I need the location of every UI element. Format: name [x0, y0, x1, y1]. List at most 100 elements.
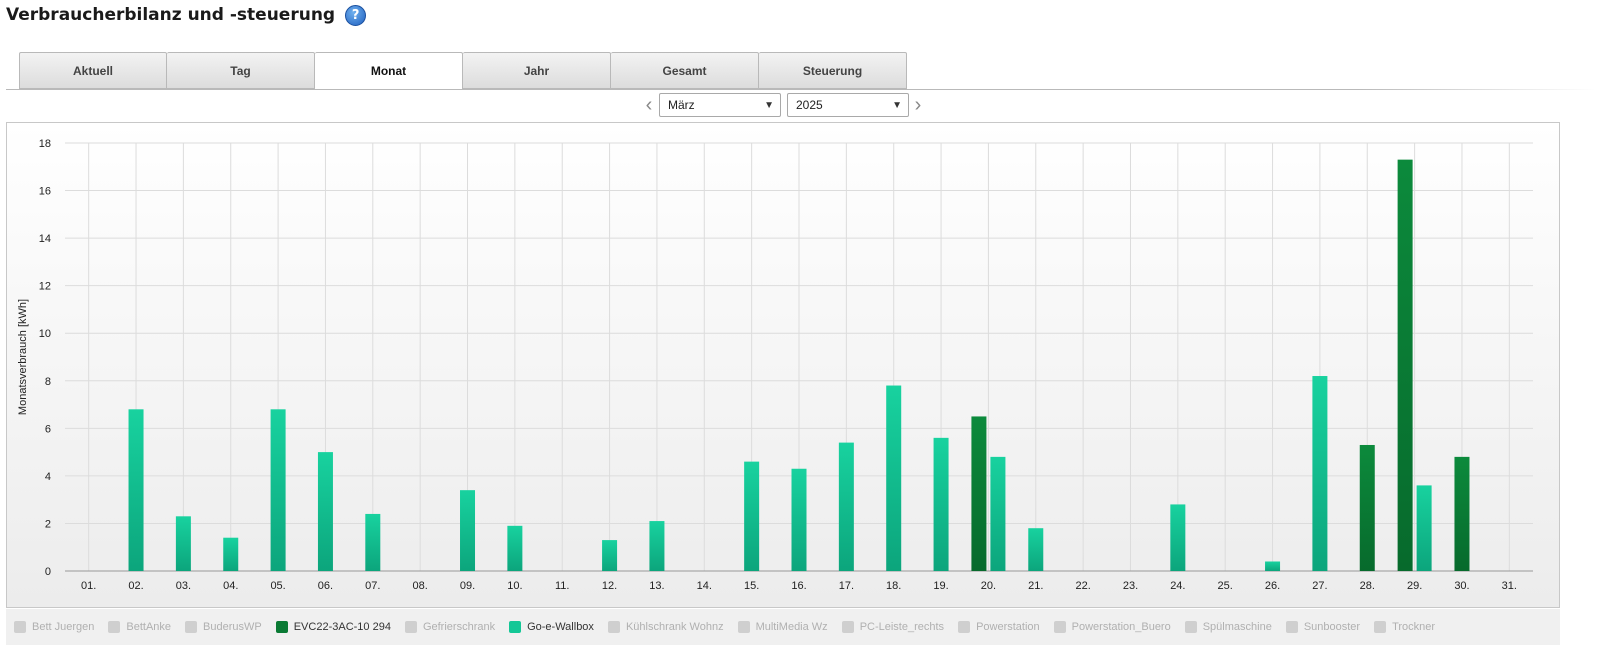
legend-item[interactable]: Kühlschrank Wohnz — [607, 621, 724, 633]
y-tick-label: 18 — [39, 138, 51, 150]
y-axis-label: Monatsverbrauch [kWh] — [17, 299, 29, 415]
tab-monat[interactable]: Monat — [315, 52, 463, 90]
legend-label: Powerstation_Buero — [1071, 621, 1171, 633]
chevron-right-icon[interactable]: › — [914, 93, 922, 116]
y-tick-label: 16 — [39, 186, 51, 198]
legend-item[interactable]: EVC22-3AC-10 294 — [275, 621, 391, 633]
legend-swatch — [275, 621, 288, 633]
legend-label: Spülmaschine — [1202, 621, 1272, 633]
chart-legend: Bett Juergen BettAnke BuderusWP EVC22-3AC-1… — [6, 609, 1560, 645]
tab-underline — [6, 89, 1596, 90]
legend-swatch — [958, 621, 971, 633]
x-tick-label: 08. — [413, 580, 428, 592]
legend-item[interactable]: PC-Leiste_rechts — [841, 621, 945, 633]
bar-go-e-wallbox-day-19 — [933, 437, 949, 571]
bar-go-e-wallbox-day-18 — [886, 385, 902, 571]
legend-swatch — [509, 621, 522, 633]
x-tick-label: 29. — [1407, 580, 1422, 592]
bar-go-e-wallbox-day-26 — [1265, 561, 1281, 571]
x-tick-label: 14. — [697, 580, 712, 592]
y-tick-label: 0 — [45, 566, 51, 578]
legend-item[interactable]: Spülmaschine — [1184, 621, 1272, 633]
legend-item[interactable]: Go-e-Wallbox — [509, 621, 594, 633]
legend-label: Gefrierschrank — [422, 621, 496, 633]
legend-swatch — [185, 621, 198, 633]
bar-go-e-wallbox-day-20 — [990, 456, 1006, 571]
x-tick-label: 01. — [81, 580, 96, 592]
legend-swatch — [404, 621, 417, 633]
x-tick-label: 23. — [1123, 580, 1138, 592]
x-tick-label: 09. — [460, 580, 475, 592]
bar-go-e-wallbox-day-15 — [744, 461, 760, 571]
x-tick-label: 24. — [1170, 580, 1185, 592]
bar-go-e-wallbox-day-4 — [223, 537, 239, 571]
help-question-icon[interactable]: ? — [345, 4, 367, 26]
chevron-down-icon: ▼ — [892, 99, 902, 111]
bar-go-e-wallbox-day-6 — [317, 452, 333, 571]
x-tick-label: 11. — [555, 580, 569, 592]
chart-panel: 0 2 4 6 8 10 12 14 16 18 01. 02. 03. 04. 05. 06. 07. 08. 0… — [6, 122, 1560, 608]
y-tick-label: 4 — [45, 471, 51, 483]
legend-label: MultiMedia Wz — [755, 621, 828, 633]
legend-label: PC-Leiste_rechts — [859, 621, 945, 633]
legend-item[interactable]: Powerstation — [958, 621, 1040, 633]
legend-item[interactable]: Trockner — [1374, 621, 1435, 633]
year-select[interactable]: 2025 ▼ — [787, 93, 909, 117]
legend-swatch — [108, 621, 121, 633]
month-select[interactable]: März ▼ — [659, 93, 781, 117]
tab-tag[interactable]: Tag — [167, 52, 315, 89]
page-header: Verbraucherbilanz und -steuerung ? — [6, 2, 367, 28]
legend-item[interactable]: BuderusWP — [185, 621, 262, 633]
x-tick-label: 07. — [365, 580, 380, 592]
bar-go-e-wallbox-day-16 — [791, 468, 807, 571]
period-navigation: ‹ März ▼ 2025 ▼ › — [640, 93, 927, 117]
x-tick-label: 21. — [1028, 580, 1043, 592]
tab-jahr[interactable]: Jahr — [463, 52, 611, 89]
x-tick-label: 10. — [507, 580, 522, 592]
bar-go-e-wallbox-day-27 — [1312, 376, 1328, 571]
x-tick-label: 12. — [602, 580, 617, 592]
chevron-left-icon[interactable]: ‹ — [645, 93, 653, 116]
tab-gesamt[interactable]: Gesamt — [611, 52, 759, 89]
legend-swatch — [1053, 621, 1066, 633]
legend-label: BettAnke — [126, 621, 172, 633]
legend-item[interactable]: Gefrierschrank — [404, 621, 496, 633]
legend-item[interactable]: Bett Juergen — [14, 621, 94, 633]
x-tick-label: 30. — [1454, 580, 1469, 592]
legend-label: Powerstation — [976, 621, 1040, 633]
x-tick-label: 03. — [176, 580, 191, 592]
y-tick-label: 2 — [45, 518, 51, 530]
legend-item[interactable]: BettAnke — [108, 621, 171, 633]
bar-go-e-wallbox-day-13 — [649, 521, 665, 571]
bar-evc22-day-30 — [1454, 456, 1470, 571]
legend-label: BuderusWP — [203, 621, 262, 633]
x-tick-label: 19. — [933, 580, 948, 592]
x-tick-label: 13. — [649, 580, 664, 592]
bar-go-e-wallbox-day-9 — [460, 490, 476, 571]
y-tick-label: 8 — [45, 376, 51, 388]
tab-steuerung[interactable]: Steuerung — [759, 52, 907, 89]
bar-evc22-day-29 — [1397, 159, 1413, 571]
x-tick-label: 25. — [1218, 580, 1233, 592]
x-tick-label: 28. — [1360, 580, 1375, 592]
y-tick-label: 10 — [39, 328, 51, 340]
legend-item[interactable]: Sunbooster — [1285, 621, 1361, 633]
legend-item[interactable]: Powerstation_Buero — [1053, 621, 1171, 633]
x-tick-label: 31. — [1502, 580, 1517, 592]
legend-item[interactable]: MultiMedia Wz — [737, 621, 828, 633]
bar-evc22-day-28 — [1359, 444, 1375, 571]
x-tick-label: 04. — [223, 580, 238, 592]
y-tick-label: 6 — [45, 423, 51, 435]
tab-aktuell[interactable]: Aktuell — [19, 52, 167, 89]
x-tick-label: 15. — [744, 580, 759, 592]
bar-go-e-wallbox-day-17 — [838, 442, 854, 571]
x-tick-label: 05. — [270, 580, 285, 592]
x-tick-label: 27. — [1312, 580, 1327, 592]
legend-swatch — [1285, 621, 1298, 633]
x-tick-label: 26. — [1265, 580, 1280, 592]
year-select-value: 2025 — [796, 98, 823, 112]
legend-label: Sunbooster — [1303, 621, 1361, 633]
legend-swatch — [1374, 621, 1387, 633]
legend-swatch — [607, 621, 620, 633]
page-title: Verbraucherbilanz und -steuerung — [6, 5, 336, 25]
